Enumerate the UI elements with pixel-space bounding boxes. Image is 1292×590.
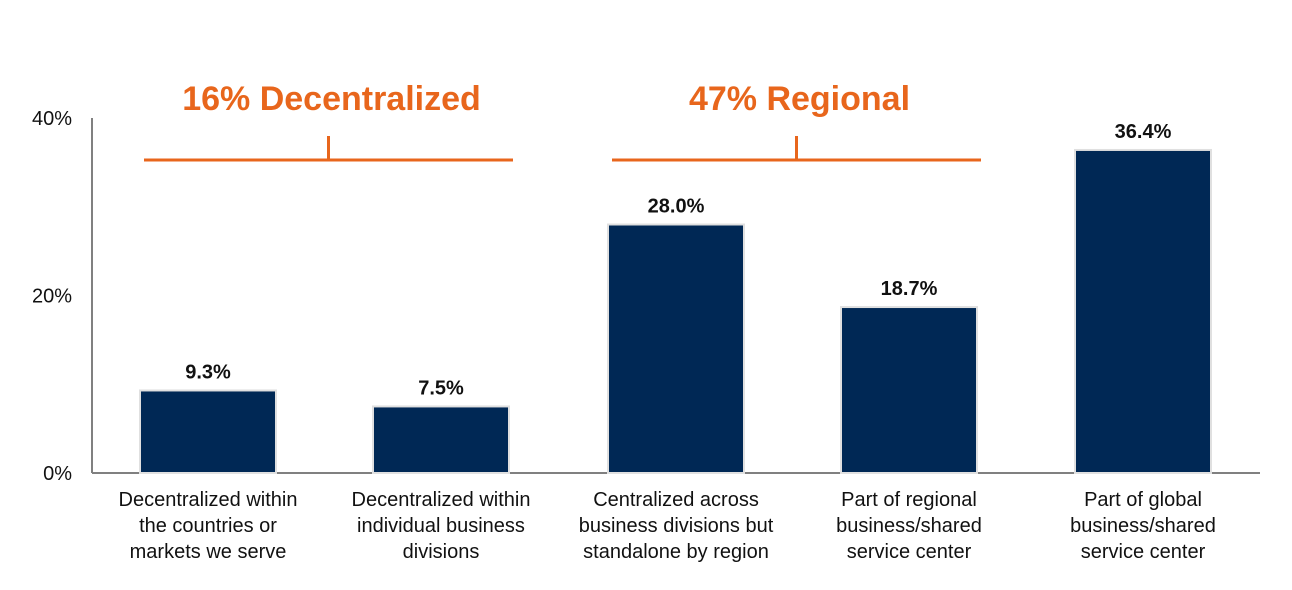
y-tick-label: 0% <box>43 463 72 485</box>
bar <box>840 306 978 474</box>
data-label: 9.3% <box>185 361 231 383</box>
x-category-label: business/shared <box>1070 515 1216 537</box>
x-category-label: standalone by region <box>583 541 769 563</box>
x-category-label: divisions <box>403 541 480 563</box>
x-category-label: service center <box>847 541 972 563</box>
data-label: 36.4% <box>1115 121 1172 143</box>
x-category-label: Decentralized within <box>352 489 531 511</box>
x-category-label: business/shared <box>836 515 982 537</box>
bar <box>372 405 510 474</box>
group-title: 47% Regional <box>689 80 910 118</box>
bar <box>1074 148 1212 474</box>
bar <box>607 223 745 474</box>
x-category-label: service center <box>1081 541 1206 563</box>
y-tick-label: 20% <box>32 286 72 308</box>
x-category-label: Part of regional <box>841 489 977 511</box>
x-category-label: individual business <box>357 515 525 537</box>
x-category-label: Decentralized within <box>119 489 298 511</box>
data-label: 18.7% <box>881 278 938 300</box>
x-category-label: Part of global <box>1084 489 1202 511</box>
x-category-label: Centralized across <box>593 489 759 511</box>
group-title: 16% Decentralized <box>182 80 481 118</box>
y-tick-label: 40% <box>32 108 72 130</box>
x-category-label: business divisions but <box>579 515 774 537</box>
x-category-label: markets we serve <box>130 541 287 563</box>
data-label: 28.0% <box>648 196 705 218</box>
data-label: 7.5% <box>418 377 464 399</box>
x-category-label: the countries or <box>139 515 277 537</box>
bar <box>139 389 277 474</box>
